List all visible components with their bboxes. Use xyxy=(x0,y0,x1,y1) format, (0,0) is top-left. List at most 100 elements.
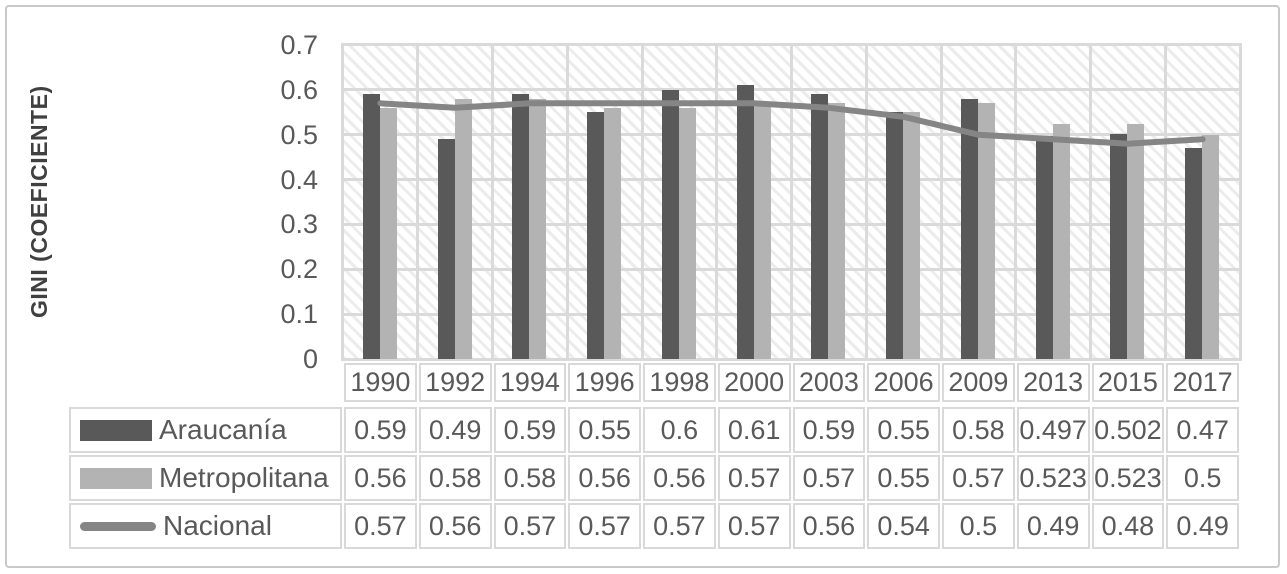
gridline-vertical xyxy=(1089,45,1092,359)
bar-araucania-2000 xyxy=(736,85,754,359)
table-cell-araucania-2015: 0.502 xyxy=(1091,407,1165,453)
x-tick-label: 1998 xyxy=(643,363,716,402)
table-cell-nacional-2013: 0.49 xyxy=(1016,503,1090,549)
x-tick-label: 2006 xyxy=(867,363,940,402)
table-cell-nacional-2015: 0.48 xyxy=(1091,503,1165,549)
table-cell-nacional-2003: 0.56 xyxy=(792,503,866,549)
y-tick-label: 0.1 xyxy=(280,299,318,330)
legend-cell-nacional: Nacional xyxy=(69,503,342,549)
bar-metropolitana-1998 xyxy=(678,107,696,359)
table-cell-araucania-2009: 0.58 xyxy=(942,407,1015,453)
gridline-vertical xyxy=(491,45,494,359)
bar-metropolitana-2006 xyxy=(903,112,921,359)
bar-metropolitana-2000 xyxy=(753,103,771,359)
bar-araucania-2003 xyxy=(811,94,829,359)
table-cell-araucania-1990: 0.59 xyxy=(344,407,417,453)
y-axis-title: GINI (COEFICIENTE) xyxy=(26,85,52,319)
table-cell-nacional-1998: 0.57 xyxy=(643,503,716,549)
bar-metropolitana-2017 xyxy=(1202,134,1220,359)
bar-araucania-2009 xyxy=(960,98,978,359)
y-tick-label: 0 xyxy=(302,344,318,374)
bar-metropolitana-1990 xyxy=(379,107,397,359)
gridline-vertical xyxy=(939,45,943,359)
table-cell-nacional-1994: 0.57 xyxy=(493,503,567,549)
gridline-vertical xyxy=(640,45,644,359)
legend-swatch-icon-araucania xyxy=(80,419,152,441)
x-tick-label: 2015 xyxy=(1091,363,1165,402)
table-cell-nacional-1992: 0.56 xyxy=(418,503,492,549)
table-cell-araucania-2000: 0.61 xyxy=(717,407,791,453)
bar-araucania-1992 xyxy=(437,139,455,359)
bar-araucania-2015 xyxy=(1110,133,1128,359)
legend-line-icon-nacional xyxy=(80,521,156,531)
bar-araucania-1994 xyxy=(512,94,530,359)
table-row-metropolitana: Metropolitana 0.56 0.58 0.58 0.56 0.56 0.57 0.5… xyxy=(68,454,1240,502)
table-cell-metropolitana-1998: 0.56 xyxy=(643,455,716,501)
table-cell-metropolitana-1992: 0.58 xyxy=(418,455,492,501)
gridline-vertical xyxy=(565,45,569,359)
table-cell-nacional-2000: 0.57 xyxy=(717,503,791,549)
x-tick-label: 1996 xyxy=(568,363,641,402)
x-tick-label: 2017 xyxy=(1166,363,1239,402)
legend-label-nacional: Nacional xyxy=(163,510,272,541)
table-cell-nacional-2006: 0.54 xyxy=(867,503,940,549)
legend-swatch-icon-metropolitana xyxy=(80,467,152,489)
bar-araucania-2017 xyxy=(1185,148,1203,359)
table-cell-metropolitana-2006: 0.55 xyxy=(867,455,940,501)
line-series-nacional xyxy=(377,100,1206,147)
table-cell-araucania-2006: 0.55 xyxy=(867,407,940,453)
gridline-vertical xyxy=(715,45,719,359)
table-cell-araucania-1996: 0.55 xyxy=(568,407,641,453)
gridline-vertical xyxy=(416,45,420,359)
table-cell-nacional-2017: 0.49 xyxy=(1166,503,1239,549)
plot-area xyxy=(341,43,1242,361)
x-tick-label: 1990 xyxy=(344,363,417,402)
table-cell-nacional-1996: 0.57 xyxy=(568,503,641,549)
table-cell-araucania-1998: 0.6 xyxy=(643,407,716,453)
table-cell-nacional-1990: 0.57 xyxy=(344,503,417,549)
table-cell-metropolitana-1996: 0.56 xyxy=(568,455,641,501)
x-tick-label: 1992 xyxy=(418,363,492,402)
bar-araucania-1996 xyxy=(587,112,605,359)
figure-border xyxy=(5,5,1280,568)
bar-metropolitana-1996 xyxy=(604,107,622,359)
x-tick-label: 2003 xyxy=(792,363,866,402)
bar-metropolitana-1994 xyxy=(529,98,547,359)
table-cell-metropolitana-2013: 0.523 xyxy=(1016,455,1090,501)
table-cell-metropolitana-2017: 0.5 xyxy=(1166,455,1239,501)
table-cell-metropolitana-2000: 0.57 xyxy=(717,455,791,501)
bar-metropolitana-1992 xyxy=(454,98,472,359)
table-cell-metropolitana-2003: 0.57 xyxy=(792,455,866,501)
bar-metropolitana-2003 xyxy=(828,103,846,359)
x-axis-labels-row: 1990 1992 1994 1996 1998 2000 2003 2006 2009 2013… xyxy=(343,362,1240,403)
bar-araucania-2013 xyxy=(1035,136,1053,359)
y-tick-label: 0.4 xyxy=(280,164,318,195)
bar-metropolitana-2015 xyxy=(1127,124,1145,359)
table-cell-araucania-2017: 0.47 xyxy=(1166,407,1239,453)
y-tick-label: 0.2 xyxy=(280,254,318,285)
legend-cell-araucania: Araucanía xyxy=(69,407,342,453)
legend-label-araucania: Araucanía xyxy=(159,414,287,445)
table-cell-metropolitana-2015: 0.523 xyxy=(1091,455,1165,501)
table-cell-nacional-2009: 0.5 xyxy=(942,503,1015,549)
gridline-vertical xyxy=(1163,45,1167,359)
table-cell-araucania-1994: 0.59 xyxy=(493,407,567,453)
x-tick-label: 2009 xyxy=(942,363,1015,402)
x-tick-label: 2000 xyxy=(717,363,791,402)
table-cell-metropolitana-2009: 0.57 xyxy=(942,455,1015,501)
table-row-nacional: Nacional 0.57 0.56 0.57 0.57 0.57 0.57 0.56 0.54… xyxy=(68,502,1240,550)
legend-label-metropolitana: Metropolitana xyxy=(159,462,329,493)
bar-metropolitana-2013 xyxy=(1052,124,1070,359)
y-tick-label: 0.5 xyxy=(280,119,318,150)
bar-araucania-1990 xyxy=(362,94,380,359)
x-tick-label: 2013 xyxy=(1016,363,1090,402)
y-tick-label: 0.3 xyxy=(280,209,318,240)
gridline-vertical xyxy=(790,45,793,359)
table-cell-araucania-2013: 0.497 xyxy=(1016,407,1090,453)
x-tick-label: 1994 xyxy=(493,363,567,402)
table-cell-araucania-1992: 0.49 xyxy=(418,407,492,453)
bar-metropolitana-2009 xyxy=(977,103,995,359)
legend-cell-metropolitana: Metropolitana xyxy=(69,455,342,501)
bar-araucania-1998 xyxy=(661,89,679,359)
